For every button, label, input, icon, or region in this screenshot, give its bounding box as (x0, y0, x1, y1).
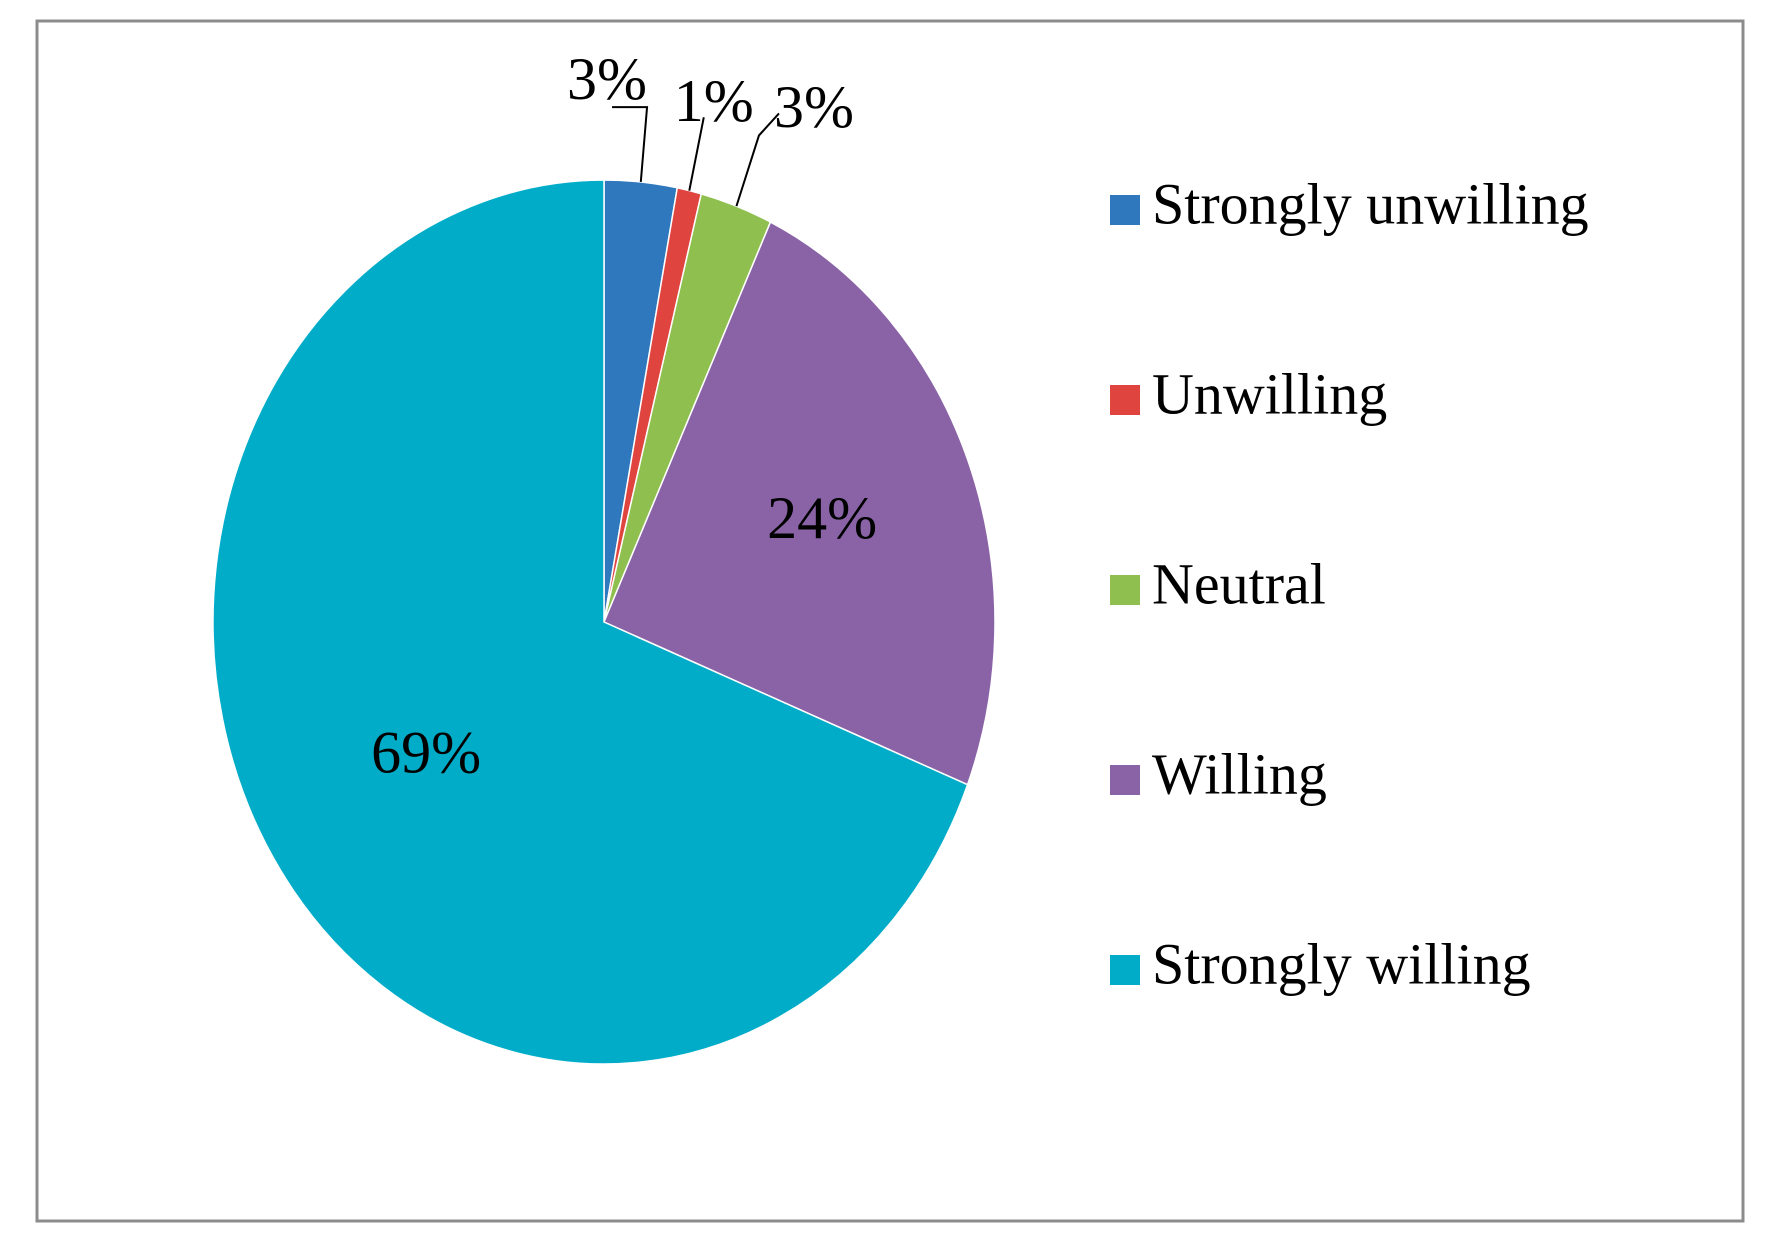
legend-swatch (1110, 955, 1140, 985)
legend-swatch (1110, 385, 1140, 415)
data-label: 3% (567, 46, 647, 112)
legend-label: Unwilling (1152, 361, 1387, 426)
legend-label: Willing (1152, 741, 1327, 806)
legend: Strongly unwilling Unwilling Neutral Willin… (1110, 171, 1589, 996)
legend-swatch (1110, 765, 1140, 795)
data-label: 24% (767, 485, 877, 551)
leader-line (735, 112, 780, 207)
pie-slice (212, 179, 969, 1065)
data-label: 3% (774, 74, 854, 140)
leader-line (612, 106, 649, 183)
legend-label: Neutral (1152, 551, 1326, 616)
data-label: 1% (674, 68, 754, 134)
legend-swatch (1110, 575, 1140, 605)
legend-swatch (1110, 195, 1140, 225)
pie-slice (603, 221, 996, 786)
pie: 3% 1% 3% 24% 69% (212, 46, 996, 1065)
data-label: 69% (371, 719, 481, 785)
legend-label: Strongly willing (1152, 931, 1531, 996)
legend-label: Strongly unwilling (1152, 171, 1589, 236)
leader-line (688, 117, 705, 191)
